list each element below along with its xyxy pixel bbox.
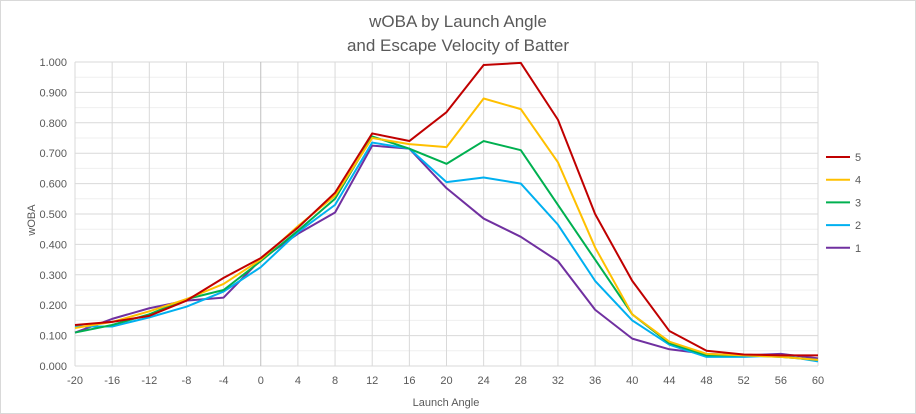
x-tick-label: -16 [104,375,120,387]
x-tick-label: 48 [700,375,712,387]
x-tick-label: -20 [67,375,83,387]
x-axis-title: Launch Angle [413,397,480,409]
y-tick-label: 0.000 [39,361,67,373]
y-tick-label: 0.700 [39,148,67,160]
y-tick-label: 0.600 [39,179,67,191]
y-tick-label: 0.400 [39,239,67,251]
x-tick-label: 20 [440,375,452,387]
x-tick-label: -12 [141,375,157,387]
x-tick-label: 32 [552,375,564,387]
x-tick-label: -4 [219,375,229,387]
y-tick-label: 0.100 [39,331,67,343]
y-tick-label: 0.200 [39,300,67,312]
x-tick-label: 60 [812,375,824,387]
legend-label: 5 [855,152,861,164]
x-tick-label: 4 [295,375,301,387]
x-tick-label: -8 [182,375,192,387]
y-axis-title: wOBA [26,204,38,237]
x-tick-label: 56 [775,375,787,387]
x-tick-label: 44 [663,375,675,387]
x-tick-label: 16 [403,375,415,387]
legend-label: 3 [855,197,861,209]
y-tick-label: 0.800 [39,118,67,130]
x-tick-label: 36 [589,375,601,387]
legend-label: 2 [855,220,861,232]
x-tick-label: 52 [738,375,750,387]
y-tick-label: 1.000 [39,57,67,69]
legend-label: 1 [855,243,861,255]
series-line-5 [74,61,818,357]
legend-label: 4 [855,175,861,187]
y-tick-label: 0.300 [39,270,67,282]
series-line-2 [75,141,819,363]
chart-title-line-1: wOBA by Launch Angle [368,12,547,31]
x-tick-label: 40 [626,375,638,387]
x-tick-label: 0 [258,375,264,387]
y-tick-label: 0.500 [39,209,67,221]
x-tick-label: 24 [478,375,490,387]
series-line-3 [74,135,819,361]
y-tick-label: 0.900 [39,87,67,99]
x-tick-label: 12 [366,375,378,387]
chart-title-line-2: and Escape Velocity of Batter [347,36,569,55]
x-tick-label: 28 [515,375,527,387]
x-tick-label: 8 [332,375,338,387]
